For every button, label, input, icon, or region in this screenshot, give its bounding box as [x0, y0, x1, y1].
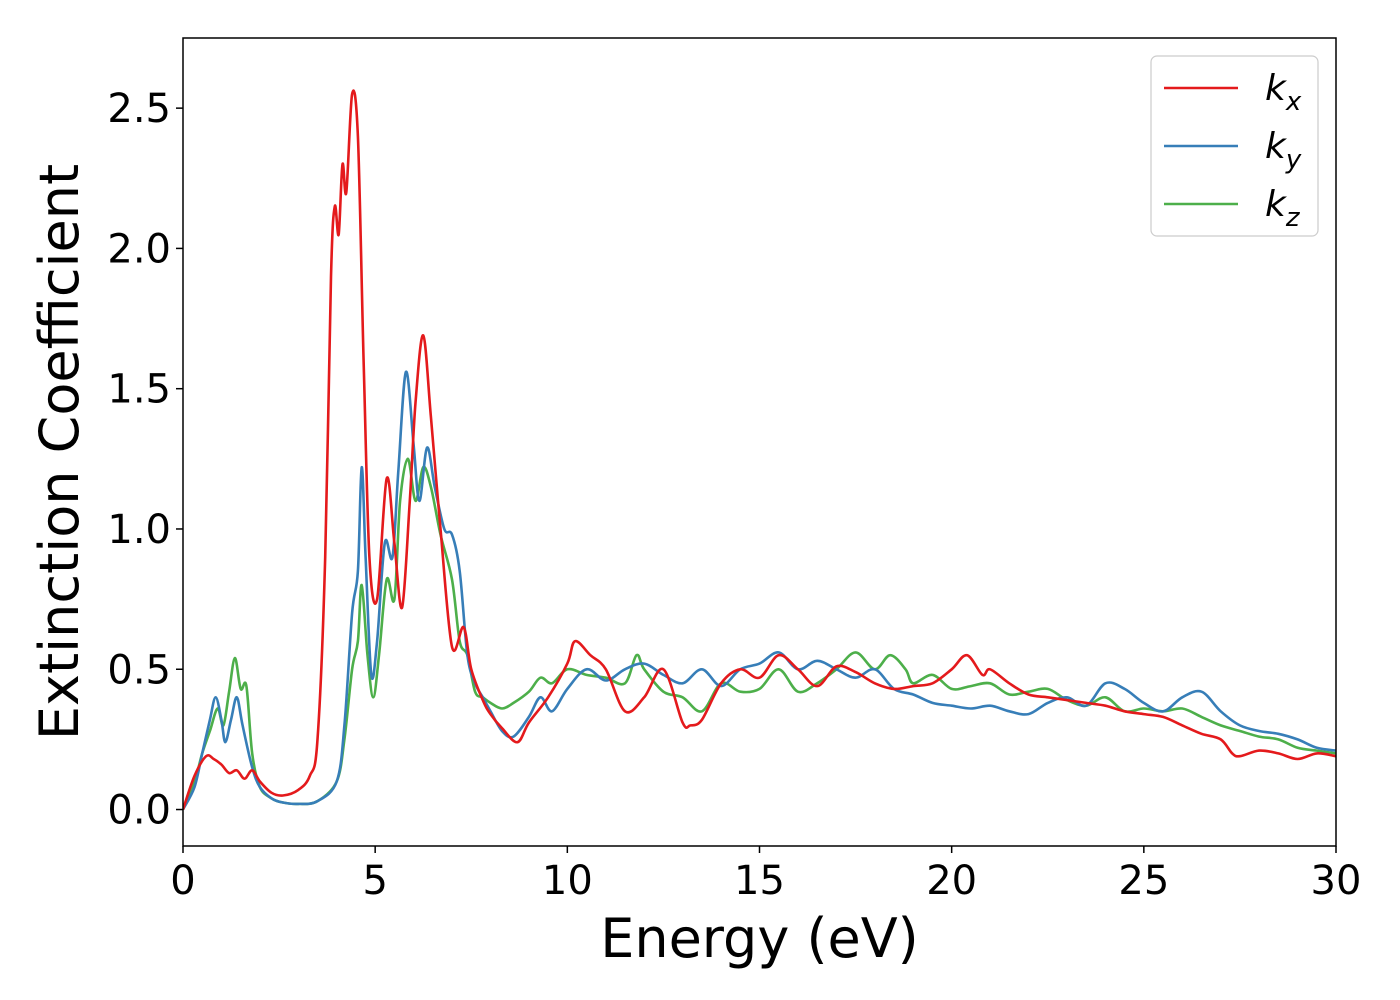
y-tick-label: 2.0 [107, 226, 171, 272]
legend-label-main: k [1265, 68, 1288, 109]
legend-label-z: kz [1265, 184, 1301, 233]
x-axis: 0 5 10 15 20 25 30 [170, 846, 1361, 904]
legend-label-main: k [1265, 184, 1288, 225]
x-tick-label: 25 [1118, 858, 1169, 904]
x-axis-title: Energy (eV) [600, 907, 919, 970]
series-layer [183, 89, 1336, 811]
y-tick-label: 0.0 [107, 788, 171, 834]
x-tick-label: 30 [1311, 858, 1362, 904]
x-tick-label: 5 [362, 858, 387, 904]
y-tick-label: 1.5 [107, 367, 171, 413]
y-tick-label: 0.5 [107, 647, 171, 693]
x-tick-label: 20 [926, 858, 977, 904]
y-tick-label: 1.0 [107, 507, 171, 553]
legend-label-x: kx [1265, 68, 1302, 117]
x-tick-label: 0 [170, 858, 195, 904]
legend-label-y: ky [1265, 126, 1302, 175]
y-tick-label: 2.5 [107, 86, 171, 132]
x-tick-label: 10 [542, 858, 593, 904]
legend-label-subscript: x [1285, 87, 1302, 117]
series-line-z [183, 457, 1336, 810]
series-line-x [183, 89, 1336, 810]
series-line-y [183, 370, 1336, 811]
y-axis-title: Extinction Coefficient [28, 164, 91, 740]
x-tick-label: 15 [734, 858, 785, 904]
legend-label-main: k [1265, 126, 1288, 167]
legend-label-subscript: z [1285, 203, 1301, 233]
y-axis: 0.0 0.5 1.0 1.5 2.0 2.5 [107, 86, 183, 834]
legend-label-subscript: y [1285, 145, 1302, 175]
